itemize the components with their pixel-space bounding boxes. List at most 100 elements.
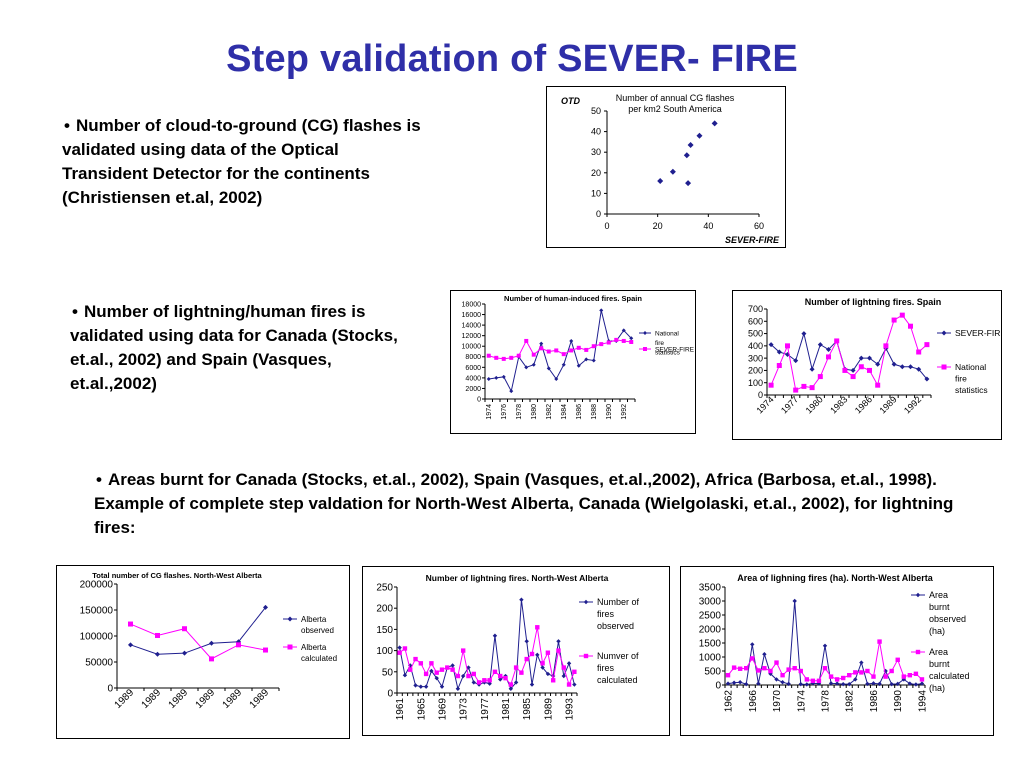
data-point [895,657,900,662]
data-point [750,656,755,661]
data-point [209,656,214,662]
data-point [182,626,187,632]
data-point [877,681,882,687]
data-point [418,661,424,666]
x-tick-label: 1973 [459,698,470,721]
bullet-glyph: • [64,116,70,135]
chart-title: Number of human-induced fires. Spain [504,294,642,303]
data-point [263,647,268,653]
data-point [768,668,773,674]
data-point [487,678,492,683]
x-tick-label: 1989 [113,687,137,711]
legend-label: Alberta [301,643,327,652]
data-point [731,680,737,685]
data-point [418,684,424,689]
data-point [554,348,559,353]
y-tick-label: 0 [596,209,601,219]
bullet-areas-burnt: • Areas burnt for Canada (Stocks, et.al.,… [94,468,994,540]
x-tick-label: 1977 [779,394,800,415]
data-point [792,598,797,604]
x-tick-label: 1988 [591,404,598,420]
data-point [561,673,566,679]
y-tick-label: 20 [591,168,601,178]
data-point [867,355,872,361]
data-point [737,666,743,671]
legend-label: Area [929,647,948,657]
data-point [531,352,536,357]
data-point [402,646,408,651]
x-tick-label: 1965 [416,698,427,721]
data-point [529,651,535,657]
data-point [182,650,187,656]
y-tick-label: 14000 [462,323,482,330]
x-tick-label: 1989 [194,687,218,711]
data-point [853,670,858,675]
data-point [584,357,589,362]
data-point [871,674,876,679]
x-tick-label: 1974 [486,404,493,420]
data-point [498,677,503,682]
data-point [494,375,499,380]
legend-marker [915,649,921,655]
legend-label: (ha) [929,683,945,693]
y-tick-label: 1000 [699,653,722,664]
y-tick-label: 500 [704,667,721,678]
data-point [155,651,160,657]
y-axis-label: OTD [561,96,580,106]
data-point [828,674,834,679]
y-tick-label: 500 [748,329,763,339]
data-point [629,340,634,344]
legend-label: National [955,362,986,372]
bullet-cg: • Number of cloud-to-ground (CG) flashes … [62,114,422,210]
x-tick-label: 1989 [543,698,554,721]
data-point [768,382,774,388]
data-point [916,366,922,372]
series-line [488,310,632,393]
data-point [402,672,408,678]
legend-label: statistics [955,385,988,395]
y-tick-label: 600 [748,316,763,326]
y-tick-label: 100000 [80,632,114,643]
data-point [776,363,782,369]
data-point [859,670,864,675]
y-tick-label: 700 [748,304,763,314]
data-point [554,376,559,381]
data-point [492,633,498,638]
data-point [445,665,450,670]
x-tick-label: 1978 [821,690,832,713]
data-point [614,337,619,342]
data-point [798,668,803,674]
y-tick-label: 0 [758,390,763,400]
x-tick-label: 60 [754,221,764,231]
data-point [780,680,785,685]
y-tick-label: 100 [748,378,763,388]
x-tick-label: 1976 [501,404,508,420]
data-point [561,352,566,357]
data-point [776,349,782,355]
data-point [762,652,767,657]
y-tick-label: 200000 [80,580,114,591]
series-line [399,599,575,691]
data-point [569,348,574,353]
data-point [744,681,749,687]
y-tick-label: 12000 [462,333,482,340]
x-tick-label: 0 [604,221,609,231]
data-point [687,141,694,148]
data-point [840,681,846,687]
data-point [859,660,864,665]
data-point [572,682,577,687]
data-point [798,681,803,687]
data-point [524,656,529,662]
data-point [569,338,574,343]
data-point [850,367,856,373]
data-point [817,374,823,380]
x-tick-label: 1983 [828,394,849,415]
data-point [471,680,476,685]
data-point [810,681,816,686]
legend-marker [583,599,589,605]
data-point [501,356,506,361]
y-tick-label: 200 [748,366,763,376]
data-point [793,387,799,393]
data-point [455,673,461,679]
data-point [793,358,799,364]
